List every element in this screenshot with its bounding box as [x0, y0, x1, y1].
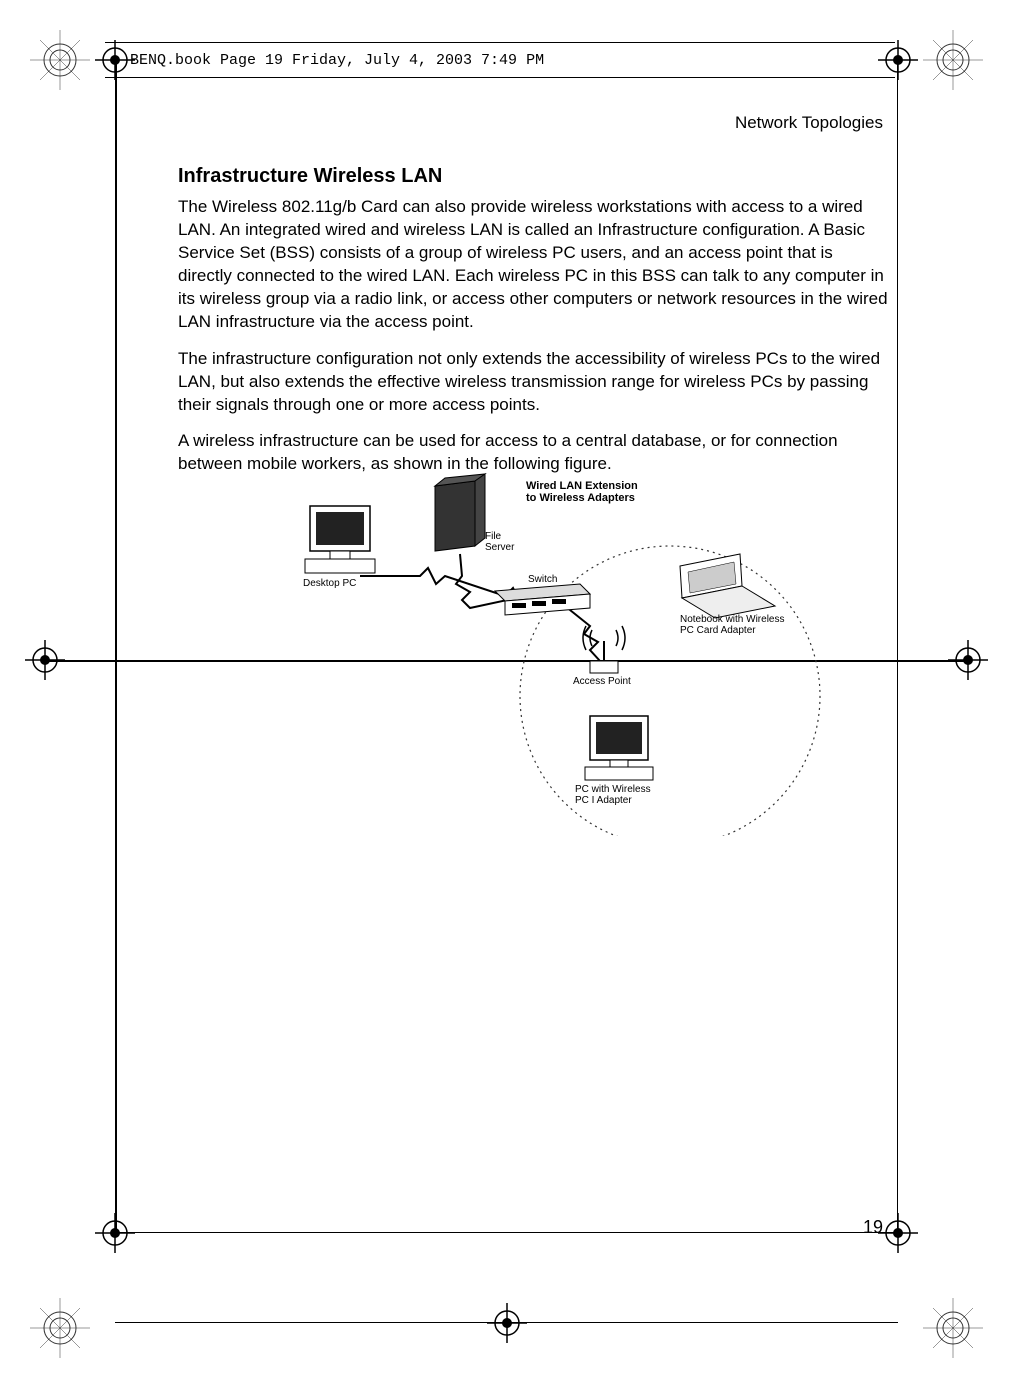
switch-icon: [495, 584, 590, 615]
crop-bottom-right: [878, 1213, 918, 1253]
running-header: Network Topologies: [735, 113, 883, 133]
crop-line-bottom: [115, 1232, 898, 1234]
file-server-icon: [435, 474, 485, 551]
reg-mark-top-right: [923, 30, 983, 90]
wireless-pc-icon: [585, 716, 653, 780]
paragraph-1: The Wireless 802.11g/b Card can also pro…: [178, 196, 888, 334]
reg-mark-bottom-right: [923, 1298, 983, 1358]
crop-bottom-center: [487, 1303, 527, 1343]
reg-mark-bottom-left: [30, 1298, 90, 1358]
label-pc-wireless: PC with Wireless PC I Adapter: [575, 784, 651, 806]
notebook-icon: [680, 554, 775, 618]
diagram-title: Wired LAN Extension to Wireless Adapters: [526, 480, 638, 504]
label-file-server: File Server: [485, 531, 514, 553]
label-access-point: Access Point: [573, 676, 631, 687]
print-header-text: BENQ.book Page 19 Friday, July 4, 2003 7…: [105, 52, 544, 69]
network-diagram: Wired LAN Extension to Wireless Adapters…: [280, 466, 920, 836]
desktop-pc-icon: [305, 506, 375, 573]
print-header-bar: BENQ.book Page 19 Friday, July 4, 2003 7…: [105, 42, 895, 78]
paragraph-2: The infrastructure configuration not onl…: [178, 348, 888, 417]
reg-mark-top-left: [30, 30, 90, 90]
section-title: Infrastructure Wireless LAN: [178, 165, 888, 188]
label-desktop-pc: Desktop PC: [303, 578, 356, 589]
label-switch: Switch: [528, 574, 557, 585]
crop-line-bottom2: [115, 1322, 898, 1324]
crop-line-left: [115, 60, 117, 1230]
page-number: 19: [863, 1217, 883, 1238]
label-notebook: Notebook with Wireless PC Card Adapter: [680, 614, 784, 636]
content-area: Infrastructure Wireless LAN The Wireless…: [178, 165, 888, 490]
